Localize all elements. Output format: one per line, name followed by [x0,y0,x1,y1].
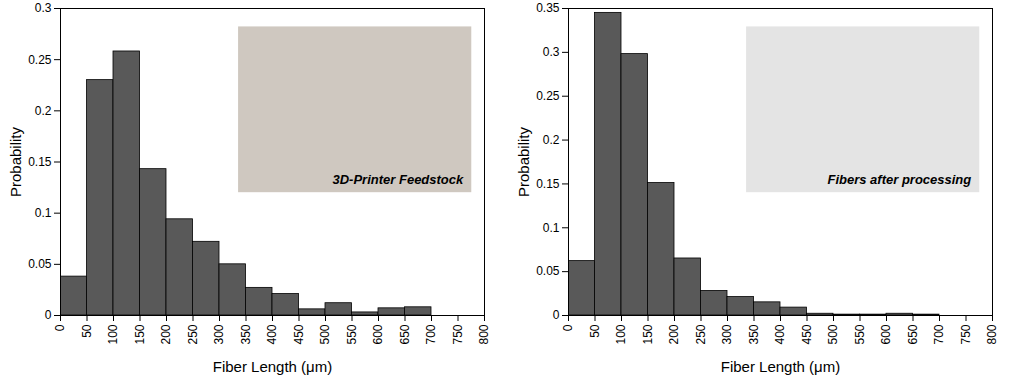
svg-text:250: 250 [186,324,200,344]
svg-text:0.1: 0.1 [35,206,52,220]
svg-text:0.3: 0.3 [543,45,560,59]
svg-text:Probability: Probability [515,126,532,197]
svg-text:700: 700 [424,324,438,344]
svg-text:200: 200 [667,324,681,344]
svg-text:0.3: 0.3 [35,1,52,15]
svg-text:0: 0 [553,308,560,322]
svg-text:550: 550 [853,324,867,344]
svg-text:0: 0 [53,324,67,331]
svg-text:150: 150 [641,324,655,344]
svg-text:300: 300 [212,324,226,344]
svg-text:750: 750 [959,324,973,344]
svg-text:500: 500 [826,324,840,344]
svg-text:0: 0 [561,324,575,331]
svg-text:600: 600 [879,324,893,344]
svg-text:650: 650 [906,324,920,344]
svg-text:0.2: 0.2 [543,133,560,147]
svg-text:0.15: 0.15 [28,155,52,169]
svg-text:450: 450 [800,324,814,344]
svg-text:800: 800 [477,324,491,344]
svg-text:0.25: 0.25 [536,89,560,103]
svg-text:400: 400 [773,324,787,344]
svg-text:500: 500 [318,324,332,344]
svg-text:0.25: 0.25 [28,53,52,67]
svg-text:50: 50 [588,324,602,338]
svg-text:750: 750 [451,324,465,344]
svg-text:50: 50 [80,324,94,338]
svg-text:100: 100 [614,324,628,344]
svg-text:100: 100 [106,324,120,344]
svg-text:0.15: 0.15 [536,177,560,191]
svg-text:700: 700 [932,324,946,344]
svg-text:0.35: 0.35 [536,1,560,15]
svg-text:600: 600 [371,324,385,344]
svg-text:200: 200 [159,324,173,344]
svg-text:Fiber Length (μm): Fiber Length (μm) [213,358,333,375]
svg-text:Fiber Length (μm): Fiber Length (μm) [721,358,841,375]
svg-text:Probability: Probability [7,126,24,197]
svg-text:0: 0 [45,308,52,322]
svg-text:300: 300 [720,324,734,344]
svg-text:Fibers after processing: Fibers after processing [827,172,971,187]
svg-text:0.05: 0.05 [536,264,560,278]
svg-text:400: 400 [265,324,279,344]
svg-text:0.2: 0.2 [35,104,52,118]
svg-text:0.1: 0.1 [543,221,560,235]
svg-text:650: 650 [398,324,412,344]
svg-text:3D-Printer Feedstock: 3D-Printer Feedstock [333,172,465,187]
svg-text:550: 550 [345,324,359,344]
svg-text:250: 250 [694,324,708,344]
svg-text:350: 350 [239,324,253,344]
svg-text:450: 450 [292,324,306,344]
svg-text:0.05: 0.05 [28,257,52,271]
svg-text:150: 150 [133,324,147,344]
svg-text:800: 800 [985,324,999,344]
svg-text:350: 350 [747,324,761,344]
